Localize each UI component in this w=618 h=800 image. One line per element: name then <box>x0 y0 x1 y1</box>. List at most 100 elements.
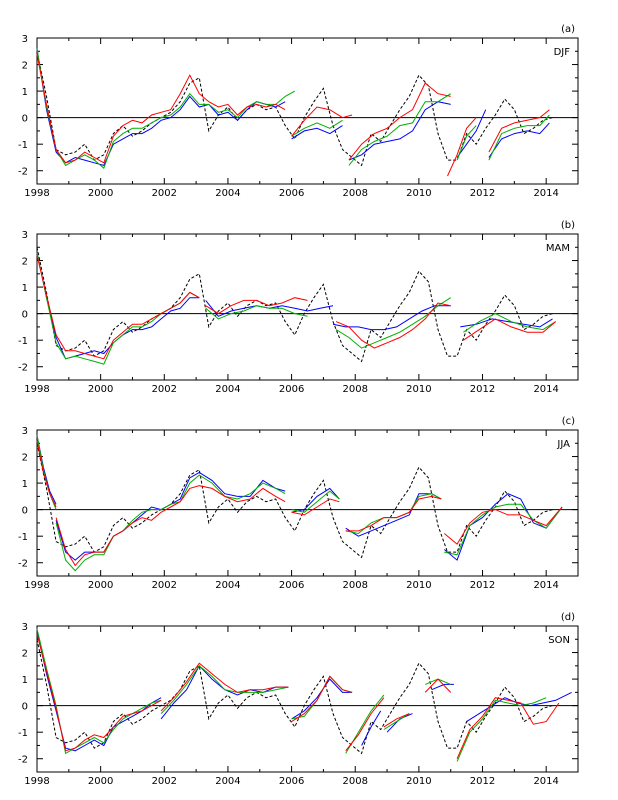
y-tick-label: 2 <box>22 61 28 72</box>
series-line-3 <box>383 713 410 728</box>
series-line-2 <box>425 678 451 685</box>
x-tick-label: 2004 <box>215 580 240 591</box>
series-line-3 <box>345 495 442 532</box>
y-tick-label: 3 <box>22 34 28 45</box>
y-tick-label: -2 <box>18 755 28 766</box>
y-tick-label: 0 <box>22 310 28 321</box>
series-line-2 <box>205 305 308 320</box>
series-line-3 <box>443 506 563 545</box>
y-tick-label: 2 <box>22 453 28 464</box>
series-line-3 <box>463 318 557 341</box>
series-line-3 <box>348 82 451 161</box>
y-tick-label: -1 <box>18 140 28 151</box>
series-line-2 <box>488 114 550 161</box>
series-line-2 <box>383 713 410 730</box>
series-line-3 <box>36 633 162 752</box>
y-tick-label: 1 <box>22 479 28 490</box>
series-line-0 <box>36 639 553 755</box>
series-line-3 <box>291 106 353 137</box>
x-tick-label: 2004 <box>215 188 240 199</box>
series-line-3 <box>36 440 57 508</box>
series-line-2 <box>456 125 477 161</box>
series-line-2 <box>36 48 296 169</box>
x-tick-label: 2008 <box>343 384 368 395</box>
x-tick-label: 2006 <box>279 776 304 787</box>
season-label: DJF <box>554 47 571 58</box>
plot-frame <box>36 429 579 577</box>
series-line-1 <box>291 487 340 513</box>
series-line-1 <box>291 125 343 140</box>
panel-label: (d) <box>561 612 575 623</box>
x-tick-label: 2014 <box>533 776 558 787</box>
y-tick-label: -2 <box>18 363 28 374</box>
series-line-2 <box>36 252 200 365</box>
series-line-3 <box>205 297 308 315</box>
series-line-3 <box>488 109 550 153</box>
series-line-1 <box>431 683 454 691</box>
panel-label: (b) <box>561 220 575 231</box>
series-line-3 <box>335 302 451 349</box>
x-tick-label: 2006 <box>279 384 304 395</box>
y-tick-label: -1 <box>18 336 28 347</box>
series-line-2 <box>55 474 286 572</box>
x-tick-label: 1998 <box>24 580 49 591</box>
season-label: MAM <box>546 243 570 254</box>
x-tick-label: 2006 <box>279 188 304 199</box>
series-line-1 <box>386 713 413 733</box>
x-tick-label: 2012 <box>470 188 495 199</box>
series-line-1 <box>361 710 382 746</box>
x-tick-label: 1998 <box>24 776 49 787</box>
y-tick-label: 2 <box>22 257 28 268</box>
panel-jja: 1998 2000 2002 2004 2006 2008 2010 2012 2014 -2 -1… <box>18 416 579 591</box>
x-tick-label: 2014 <box>533 580 558 591</box>
x-tick-label: 2008 <box>343 776 368 787</box>
series-line-2 <box>291 119 343 137</box>
x-tick-label: 2002 <box>152 384 177 395</box>
x-tick-label: 2008 <box>343 580 368 591</box>
x-tick-label: 2012 <box>470 384 495 395</box>
x-tick-label: 2000 <box>88 188 113 199</box>
y-tick-label: -2 <box>18 167 28 178</box>
x-tick-label: 2002 <box>152 188 177 199</box>
series-line-0 <box>36 443 553 559</box>
plot-frame <box>36 625 579 773</box>
x-tick-label: 2014 <box>533 188 558 199</box>
panel-djf: 1998 2000 2002 2004 2006 2008 2010 2012 2014 -2 -1… <box>18 24 579 199</box>
series-line-1 <box>443 493 563 561</box>
x-tick-label: 2002 <box>152 580 177 591</box>
x-tick-label: 2008 <box>343 188 368 199</box>
series-line-2 <box>160 665 289 714</box>
season-label: JJA <box>556 439 570 450</box>
y-tick-label: 0 <box>22 702 28 713</box>
series-line-3 <box>36 53 286 164</box>
x-tick-label: 2010 <box>406 188 431 199</box>
x-tick-label: 2010 <box>406 580 431 591</box>
y-tick-label: -1 <box>18 728 28 739</box>
x-tick-label: 2010 <box>406 384 431 395</box>
series-line-3 <box>55 485 286 567</box>
series-line-2 <box>348 93 451 166</box>
series-line-1 <box>55 471 286 561</box>
y-tick-label: 1 <box>22 283 28 294</box>
series-line-1 <box>488 122 550 158</box>
x-tick-label: 1998 <box>24 384 49 395</box>
series-line-1 <box>345 493 442 537</box>
panel-label: (a) <box>561 24 575 35</box>
y-tick-label: 3 <box>22 426 28 437</box>
y-tick-label: 2 <box>22 649 28 660</box>
x-tick-label: 2012 <box>470 776 495 787</box>
x-tick-label: 2000 <box>88 384 113 395</box>
series-line-1 <box>466 691 572 723</box>
series-line-2 <box>456 697 547 762</box>
y-tick-label: -2 <box>18 559 28 570</box>
series-line-0 <box>36 247 553 363</box>
y-tick-label: 3 <box>22 230 28 241</box>
x-tick-label: 2012 <box>470 580 495 591</box>
series-line-0 <box>36 51 553 167</box>
series-line-1 <box>456 109 487 158</box>
y-tick-label: 1 <box>22 675 28 686</box>
series-line-3 <box>291 675 353 723</box>
y-tick-label: 0 <box>22 506 28 517</box>
x-tick-label: 2000 <box>88 580 113 591</box>
